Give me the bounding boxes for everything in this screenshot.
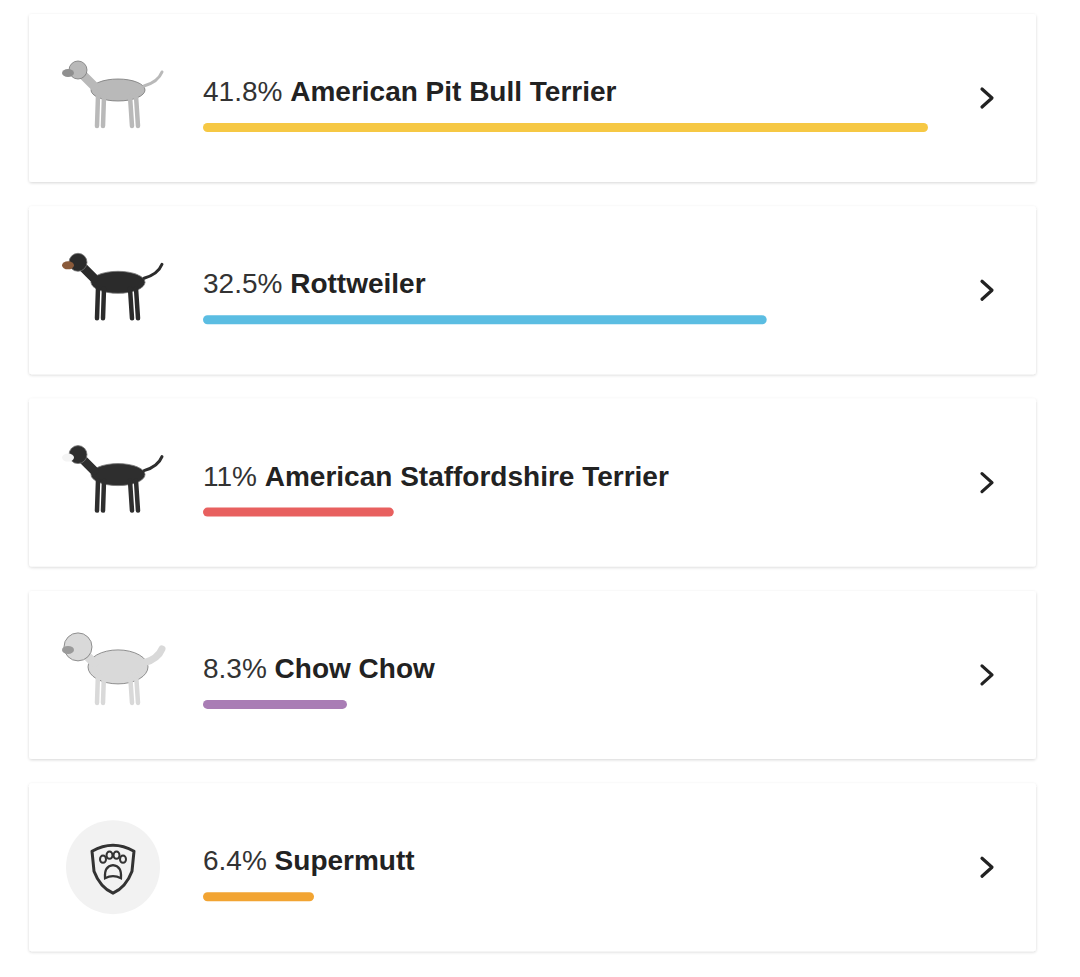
breed-chart: 41.8% American Pit Bull Terrier 32.5% Rot… <box>0 0 1080 977</box>
breed-card[interactable] <box>29 783 1036 951</box>
value-label: 8.3% <box>203 653 267 684</box>
bars <box>203 123 928 901</box>
category-label: Chow Chow <box>275 653 435 684</box>
spacer <box>282 76 290 107</box>
dog-leg <box>103 673 104 703</box>
dog-tail <box>144 457 162 471</box>
dog-muzzle <box>62 454 74 462</box>
dog-leg <box>130 481 132 511</box>
dog-leg <box>136 288 138 318</box>
breed-label: 6.4% Supermutt <box>203 845 415 876</box>
paw-toe <box>107 852 113 859</box>
dog-icon <box>62 253 162 318</box>
dog-tail <box>144 72 162 86</box>
breed-card[interactable] <box>29 591 1036 759</box>
spacer <box>257 461 265 492</box>
dog-muzzle <box>62 69 74 77</box>
breed-label: 32.5% Rottweiler <box>203 268 426 299</box>
bar <box>203 892 314 901</box>
paw-pad <box>105 865 121 878</box>
badge-icon <box>66 820 160 914</box>
category-label: American Pit Bull Terrier <box>290 76 616 107</box>
labels: 41.8% American Pit Bull Terrier 32.5% Rot… <box>203 76 669 876</box>
dog-leg <box>97 481 98 511</box>
breed-label: 41.8% American Pit Bull Terrier <box>203 76 617 107</box>
paw-toe <box>120 856 126 863</box>
breed-card[interactable] <box>29 399 1036 567</box>
breed-label: 11% American Staffordshire Terrier <box>203 461 669 492</box>
breed-card[interactable] <box>29 206 1036 374</box>
dog-leg <box>103 96 104 126</box>
dog-muzzle <box>62 261 74 269</box>
dog-leg <box>136 673 138 703</box>
value-label: 6.4% <box>203 845 267 876</box>
spacer <box>267 653 275 684</box>
icons <box>62 61 162 914</box>
paw-toe <box>100 856 106 863</box>
dog-leg <box>97 673 98 703</box>
breed-label: 8.3% Chow Chow <box>203 653 435 684</box>
dog-leg <box>97 288 98 318</box>
category-label: American Staffordshire Terrier <box>265 461 669 492</box>
chevron[interactable] <box>982 858 992 876</box>
dog-icon <box>62 633 162 703</box>
badge-shield <box>92 845 134 893</box>
bar <box>203 508 394 517</box>
spacer <box>282 268 290 299</box>
dog-leg <box>130 288 132 318</box>
category-label: Rottweiler <box>290 268 425 299</box>
dog-muzzle <box>62 646 74 654</box>
dog-leg <box>103 288 104 318</box>
chevron[interactable] <box>982 666 992 684</box>
chevron[interactable] <box>982 281 992 299</box>
dog-tail <box>144 649 162 663</box>
dog-leg <box>103 481 104 511</box>
category-label: Supermutt <box>275 845 415 876</box>
spacer <box>267 845 275 876</box>
bar <box>203 700 347 709</box>
dog-leg <box>97 96 98 126</box>
chevrons <box>982 89 992 876</box>
value-label: 32.5% <box>203 268 282 299</box>
dog-leg <box>136 96 138 126</box>
chevron[interactable] <box>982 474 992 492</box>
value-label: 11% <box>203 461 257 492</box>
bar <box>203 123 928 132</box>
value-label: 41.8% <box>203 76 282 107</box>
cards <box>29 14 1036 951</box>
dog-leg <box>130 673 132 703</box>
breed-card[interactable] <box>29 14 1036 182</box>
bar <box>203 315 767 324</box>
chevron[interactable] <box>982 89 992 107</box>
dog-icon <box>62 61 162 126</box>
dog-leg <box>130 96 132 126</box>
paw-toe <box>114 852 120 859</box>
dog-tail <box>144 264 162 278</box>
dog-leg <box>136 481 138 511</box>
badge-circle <box>66 820 160 914</box>
dog-icon <box>62 446 162 511</box>
